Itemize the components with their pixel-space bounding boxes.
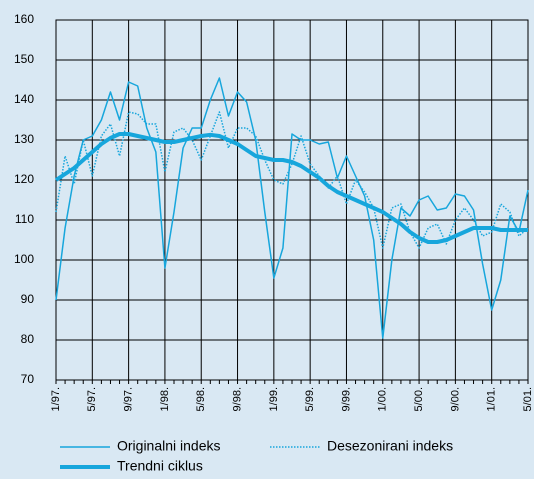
y-tick-label: 70 <box>21 372 35 386</box>
legend-label: Desezonirani indeks <box>327 438 453 454</box>
x-tick-label: 1/01. <box>486 387 498 411</box>
y-tick-label: 80 <box>21 332 35 346</box>
legend-label: Originalni indeks <box>117 438 221 454</box>
x-tick-label: 9/98. <box>231 387 243 411</box>
y-tick-label: 160 <box>14 12 34 26</box>
series-line <box>54 132 528 244</box>
x-tick-label: 1/99. <box>268 387 280 411</box>
x-tick-label: 9/99. <box>340 387 352 411</box>
y-tick-label: 110 <box>15 212 34 226</box>
y-tick-label: 120 <box>14 172 34 186</box>
x-tick-label: 5/97. <box>86 387 98 411</box>
y-tick-label: 130 <box>14 132 34 146</box>
x-tick-label: 5/00. <box>413 387 425 411</box>
legend-label: Trendni ciklus <box>117 458 203 474</box>
y-tick-label: 140 <box>14 92 34 106</box>
x-tick-label: 5/98. <box>195 387 207 411</box>
x-tick-label: 1/98. <box>159 387 171 411</box>
x-tick-label: 9/00. <box>449 387 461 411</box>
series-line <box>55 77 529 339</box>
plot-frame <box>55 19 529 381</box>
y-tick-label: 90 <box>21 292 35 306</box>
y-tick-label: 100 <box>14 252 34 266</box>
x-tick-label: 5/01. <box>522 387 534 411</box>
x-tick-label: 5/99. <box>304 387 316 411</box>
x-tick-label: 1/00. <box>377 387 389 411</box>
x-tick-label: 9/97. <box>123 387 135 411</box>
x-tick-label: 1/97. <box>50 387 62 411</box>
y-tick-label: 150 <box>14 52 34 66</box>
